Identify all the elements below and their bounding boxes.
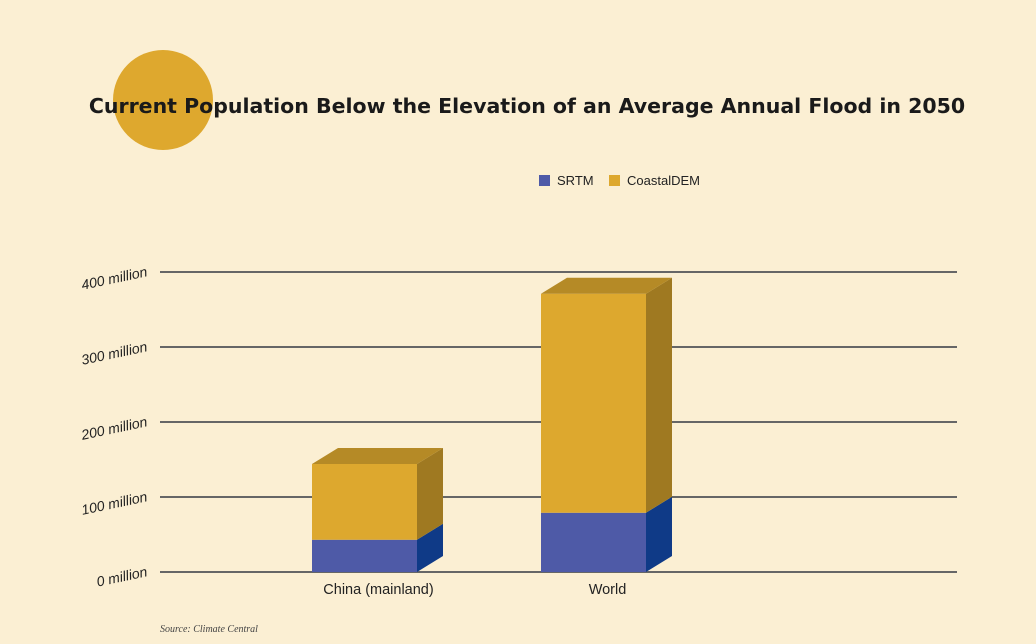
bar-segment xyxy=(312,523,443,572)
y-tick-label: 0 million xyxy=(95,563,149,589)
y-axis-ticks: 0 million 100 million 200 million 300 milli… xyxy=(79,263,149,589)
y-tick-label: 300 million xyxy=(80,338,149,368)
bar-top xyxy=(541,277,672,294)
legend-swatch xyxy=(539,175,550,186)
bar-front xyxy=(312,539,417,572)
bar-segment xyxy=(541,277,672,513)
legend: SRTM CoastalDEM xyxy=(539,173,700,188)
bar-segment xyxy=(541,496,672,572)
bar-front xyxy=(312,464,417,540)
bars xyxy=(312,277,672,572)
legend-label: CoastalDEM xyxy=(627,173,700,188)
x-axis-categories: China (mainland) World xyxy=(323,582,626,598)
bar-side xyxy=(646,496,672,572)
x-category-label: China (mainland) xyxy=(323,582,433,598)
source-note: Source: Climate Central xyxy=(160,624,258,635)
legend-label: SRTM xyxy=(557,173,594,188)
legend-swatch xyxy=(609,175,620,186)
bar-segment xyxy=(312,448,443,540)
y-tick-label: 200 million xyxy=(79,413,149,443)
bar-front xyxy=(541,512,646,572)
x-category-label: World xyxy=(589,582,627,598)
bar-front xyxy=(541,293,646,513)
bar-side xyxy=(417,448,443,540)
y-tick-label: 100 million xyxy=(80,488,149,518)
bar-side xyxy=(646,277,672,513)
y-tick-label: 400 million xyxy=(80,263,149,293)
bar-top xyxy=(312,448,443,464)
chart-title: Current Population Below the Elevation o… xyxy=(89,94,965,118)
bar-side xyxy=(417,523,443,572)
decorative-circle xyxy=(113,50,213,150)
